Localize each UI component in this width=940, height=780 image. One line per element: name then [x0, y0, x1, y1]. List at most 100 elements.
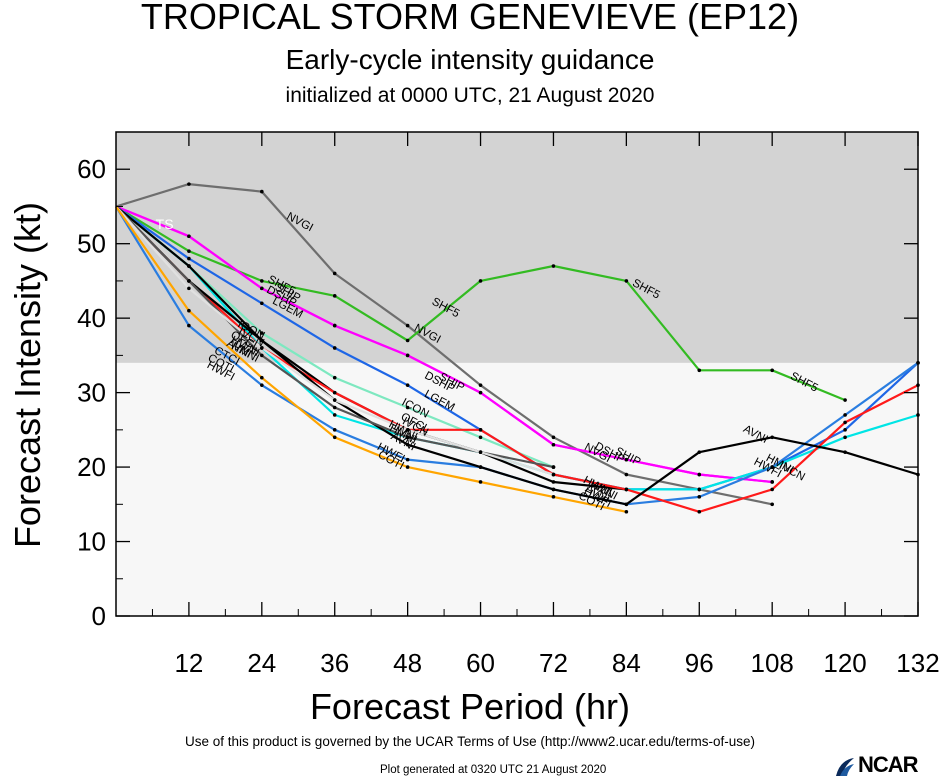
data-point — [260, 353, 264, 358]
x-tick-label: 36 — [320, 648, 349, 678]
data-point — [405, 435, 410, 440]
data-point — [187, 286, 191, 291]
ncar-logo: NCAR — [834, 752, 938, 780]
initialization-time: initialized at 0000 UTC, 21 August 2020 — [285, 84, 655, 107]
data-point — [770, 368, 774, 373]
data-point — [187, 264, 191, 268]
data-point — [332, 428, 337, 432]
data-point — [260, 286, 264, 291]
data-point — [697, 487, 702, 492]
data-point — [187, 279, 191, 283]
y-tick-label: 60 — [77, 154, 106, 184]
data-point — [187, 249, 191, 253]
data-point — [332, 323, 337, 328]
y-tick-label: 20 — [77, 452, 106, 482]
data-point — [551, 480, 556, 484]
generated-time: Plot generated at 0320 UTC 21 August 202… — [380, 764, 607, 776]
data-point — [187, 182, 191, 186]
data-point — [843, 450, 847, 454]
data-point — [478, 480, 483, 484]
series-line-avni — [115, 205, 919, 506]
series-line-coti — [115, 205, 627, 513]
data-point — [624, 279, 629, 283]
x-tick-label: 12 — [174, 648, 203, 678]
terms-of-use[interactable]: Use of this product is governed by the U… — [185, 734, 755, 749]
data-point — [405, 383, 410, 387]
data-point — [697, 368, 702, 373]
data-point — [478, 383, 483, 387]
data-point — [551, 435, 556, 440]
data-point — [478, 279, 483, 283]
data-point — [405, 353, 410, 358]
tropical-storm-band — [116, 132, 918, 363]
data-point — [332, 390, 337, 395]
data-point — [260, 346, 264, 350]
y-tick-label: 30 — [77, 378, 106, 408]
data-point — [405, 338, 410, 343]
data-point — [770, 435, 774, 440]
data-point — [843, 398, 847, 402]
y-tick-label: 10 — [77, 527, 106, 557]
y-tick-label: 0 — [92, 601, 106, 631]
data-point — [770, 480, 774, 484]
data-point — [624, 457, 629, 462]
data-point — [697, 495, 702, 499]
data-point — [405, 428, 410, 432]
x-tick-label: 72 — [539, 648, 568, 678]
y-axis-label: Forecast Intensity (kt) — [7, 201, 48, 549]
x-tick-label: 120 — [823, 648, 866, 678]
data-point — [843, 413, 847, 417]
data-point — [770, 502, 774, 507]
data-point — [405, 457, 410, 462]
data-point — [332, 294, 337, 298]
data-point — [697, 450, 702, 454]
x-axis-label: Forecast Period (hr) — [309, 686, 631, 727]
data-point — [551, 442, 556, 447]
data-point — [478, 435, 483, 440]
chart-subtitle: Early-cycle intensity guidance — [285, 44, 655, 75]
data-point — [260, 331, 264, 335]
x-tick-label: 96 — [685, 648, 714, 678]
data-point — [624, 487, 629, 492]
data-point — [551, 495, 556, 499]
data-point — [332, 405, 337, 410]
data-point — [332, 346, 337, 350]
data-point — [770, 487, 774, 492]
data-point — [187, 234, 191, 239]
data-point — [332, 398, 337, 402]
data-point — [405, 442, 410, 447]
data-point — [187, 308, 191, 313]
data-point — [624, 502, 629, 507]
annotation-ts: TS — [156, 216, 174, 232]
data-point — [187, 323, 191, 328]
data-point — [697, 472, 702, 477]
data-point — [187, 256, 191, 261]
data-point — [843, 435, 847, 440]
data-point — [405, 465, 410, 469]
data-point — [770, 465, 774, 469]
y-tick-label: 40 — [77, 303, 106, 333]
data-point — [624, 509, 629, 514]
x-tick-label: 48 — [393, 648, 422, 678]
x-tick-label: 132 — [896, 648, 939, 678]
series-line-nvgi — [115, 183, 773, 506]
series-line-dshp — [115, 205, 773, 484]
data-point — [260, 301, 264, 306]
data-point — [551, 264, 556, 268]
data-point — [551, 487, 556, 492]
data-point — [332, 435, 337, 440]
data-point — [260, 279, 264, 283]
chart-title: TROPICAL STORM GENEVIEVE (EP12) — [140, 0, 800, 37]
data-point — [260, 189, 264, 194]
x-tick-label: 84 — [612, 648, 641, 678]
data-point — [260, 338, 264, 343]
data-point — [551, 472, 556, 477]
data-point — [624, 472, 629, 477]
data-point — [478, 465, 483, 469]
ncar-logo-icon — [836, 758, 854, 776]
data-point — [405, 405, 410, 410]
x-tick-label: 60 — [466, 648, 495, 678]
data-point — [332, 375, 337, 380]
data-point — [843, 428, 847, 432]
